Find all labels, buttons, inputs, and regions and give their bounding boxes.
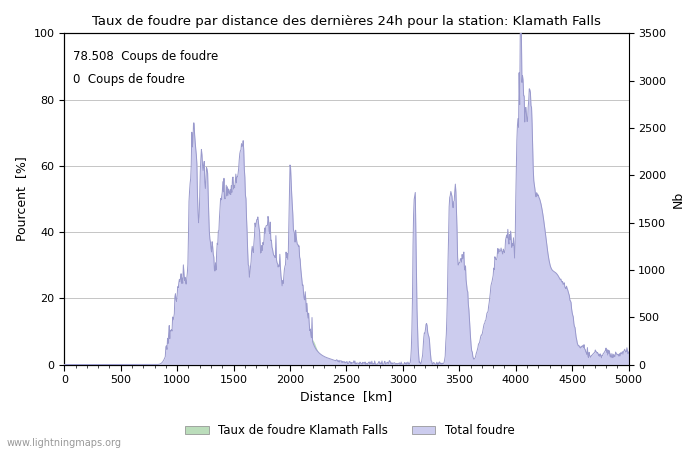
Legend: Taux de foudre Klamath Falls, Total foudre: Taux de foudre Klamath Falls, Total foud… <box>181 419 519 442</box>
Text: 0  Coups de foudre: 0 Coups de foudre <box>73 73 185 86</box>
Y-axis label: Pourcent  [%]: Pourcent [%] <box>15 157 28 241</box>
Text: 78.508  Coups de foudre: 78.508 Coups de foudre <box>73 50 218 63</box>
Y-axis label: Nb: Nb <box>672 190 685 207</box>
X-axis label: Distance  [km]: Distance [km] <box>300 391 393 404</box>
Text: www.lightningmaps.org: www.lightningmaps.org <box>7 438 122 448</box>
Title: Taux de foudre par distance des dernières 24h pour la station: Klamath Falls: Taux de foudre par distance des dernière… <box>92 15 601 28</box>
